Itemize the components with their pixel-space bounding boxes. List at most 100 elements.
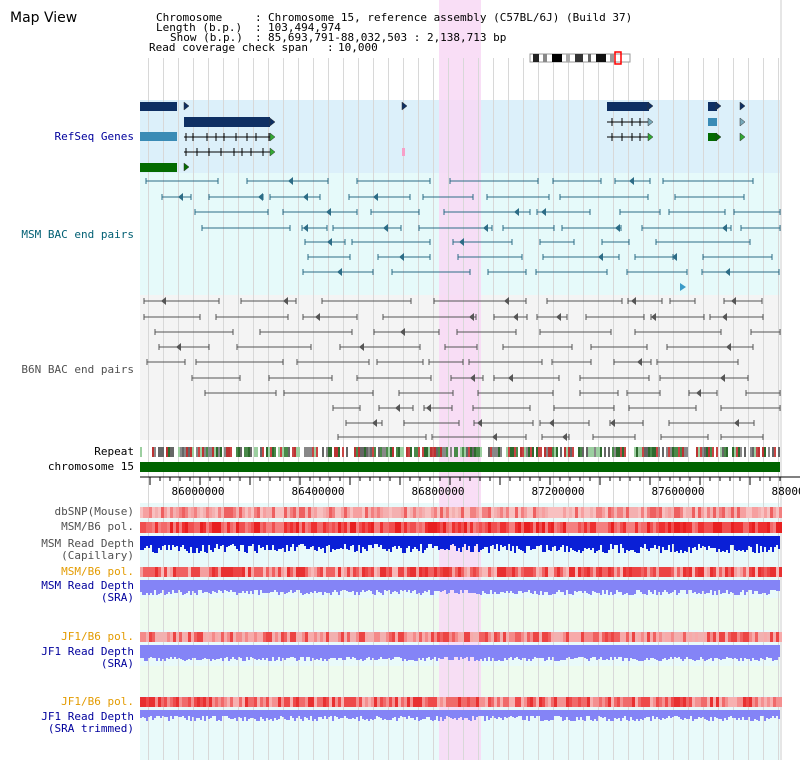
track-label-jf1-depth-sra-1[interactable]: JF1 Read Depth (41, 645, 134, 658)
jf1-trim-depth-bar (510, 710, 512, 716)
msm-sra-depth-bar (338, 580, 340, 595)
jf1-pol-cell (161, 632, 164, 642)
jf1-sra-depth-bar (322, 645, 324, 661)
track-label-jf1-b6-pol[interactable]: JF1/B6 pol. (61, 630, 134, 643)
jf1-sra-depth-bar (354, 645, 356, 658)
repeat-segment (550, 447, 552, 457)
msm-sra-depth-bar (270, 580, 272, 592)
dbsnp-cell (155, 507, 158, 518)
msm-pol-sra-cell (713, 567, 716, 577)
msm-sra-depth-bar (428, 580, 430, 590)
msm-pol-cell (653, 522, 656, 533)
msm-cap-depth-bar (230, 536, 232, 545)
jf1-sra-depth-bar (664, 645, 666, 658)
jf1-sra-depth-bar (734, 645, 736, 658)
msm-cap-depth-bar (704, 536, 706, 547)
jf1-trim-depth-bar (398, 710, 400, 718)
repeat-segment (424, 447, 426, 457)
jf1-sra-depth-bar (308, 645, 310, 657)
track-label-jf1-b6-pol-trim[interactable]: JF1/B6 pol. (61, 695, 134, 708)
repeat-segment (754, 447, 756, 457)
jf1-sra-depth-bar (414, 645, 416, 661)
track-label-msm-bac[interactable]: MSM BAC end pairs (21, 228, 134, 241)
jf1-pol-cell (362, 632, 365, 642)
repeat-segment (272, 447, 274, 457)
track-label-msm-b6-pol[interactable]: MSM/B6 pol. (61, 520, 134, 533)
track-label-dbsnp[interactable]: dbSNP(Mouse) (54, 505, 134, 518)
dbsnp-cell (593, 507, 596, 518)
msm-sra-depth-bar (490, 580, 492, 590)
msm-pol-cell (713, 522, 716, 533)
jf1-pol-cell (455, 632, 458, 642)
jf1-trim-depth-bar (584, 710, 586, 721)
msm-pol-cell (413, 522, 416, 533)
jf1-trim-depth-bar (710, 710, 712, 717)
jf1-pol-trim-cell (521, 697, 524, 707)
msm-cap-depth-bar (234, 536, 236, 546)
track-label-b6n-bac[interactable]: B6N BAC end pairs (21, 363, 134, 376)
msm-cap-depth-bar (378, 536, 380, 547)
repeat-segment (514, 447, 516, 457)
jf1-sra-depth-bar (258, 645, 260, 659)
jf1-sra-depth-bar (204, 645, 206, 658)
repeat-segment (402, 447, 404, 457)
jf1-trim-depth-bar (616, 710, 618, 719)
msm-pol-sra-cell (545, 567, 548, 577)
msm-sra-depth-bar (646, 580, 648, 595)
track-label-msm-depth-sra-1[interactable]: MSM Read Depth (41, 579, 134, 592)
repeat-segment (386, 447, 388, 457)
msm-cap-depth-bar (274, 536, 276, 550)
jf1-trim-depth-bar (722, 710, 724, 721)
track-label-repeat[interactable]: Repeat (94, 445, 134, 458)
jf1-trim-depth-bar (756, 710, 758, 720)
coverage-info-label: Read coverage check span (149, 41, 308, 54)
msm-sra-depth-bar (504, 580, 506, 593)
jf1-trim-depth-bar (444, 710, 446, 719)
track-label-msm-depth-cap-1[interactable]: MSM Read Depth (41, 537, 134, 550)
track-label-jf1-depth-trim-1[interactable]: JF1 Read Depth (41, 710, 134, 723)
jf1-trim-depth-bar (620, 710, 622, 721)
jf1-pol-cell (557, 632, 560, 642)
msm-cap-depth-bar (200, 536, 202, 551)
msm-pol-cell (533, 522, 536, 533)
track-label-msm-b6-pol-sra[interactable]: MSM/B6 pol. (61, 565, 134, 578)
msm-pol-cell (164, 522, 167, 533)
jf1-sra-depth-bar (504, 645, 506, 658)
msm-pol-cell (497, 522, 500, 533)
msm-pol-sra-cell (746, 567, 749, 577)
map-view-title: Map View (10, 10, 78, 26)
jf1-sra-depth-bar (476, 645, 478, 660)
msm-pol-sra-cell (779, 567, 782, 577)
jf1-trim-depth-bar (512, 710, 514, 717)
jf1-pol-trim-cell (176, 697, 179, 707)
msm-pol-cell (593, 522, 596, 533)
b6n-pair-arrow (513, 313, 518, 321)
track-label-refseq[interactable]: RefSeq Genes (54, 130, 134, 143)
jf1-trim-depth-bar (558, 710, 560, 716)
msm-cap-depth-bar (404, 536, 406, 553)
jf1-trim-depth-bar (704, 710, 706, 719)
jf1-trim-depth-bar (354, 710, 356, 719)
msm-pol-cell (707, 522, 710, 533)
dbsnp-cell (182, 507, 185, 518)
msm-pol-sra-cell (146, 567, 149, 577)
jf1-pol-trim-cell (773, 697, 776, 707)
jf1-pol-trim-cell (584, 697, 587, 707)
jf1-sra-depth-bar (628, 645, 630, 661)
jf1-trim-depth-bar (646, 710, 648, 717)
jf1-trim-depth-bar (656, 710, 658, 717)
msm-cap-depth-bar (422, 536, 424, 553)
msm-pol-cell (740, 522, 743, 533)
repeat-segment (462, 447, 464, 457)
jf1-sra-depth-bar (462, 645, 464, 659)
msm-cap-depth-bar (560, 536, 562, 547)
jf1-pol-cell (671, 632, 674, 642)
jf1-trim-depth-bar (702, 710, 704, 717)
track-label-chromosome[interactable]: chromosome 15 (47, 460, 134, 473)
jf1-trim-depth-bar (530, 710, 532, 716)
msm-pol-cell (404, 522, 407, 533)
jf1-pol-cell (389, 632, 392, 642)
msm-pol-sra-cell (365, 567, 368, 577)
msm-cap-depth-bar (750, 536, 752, 547)
